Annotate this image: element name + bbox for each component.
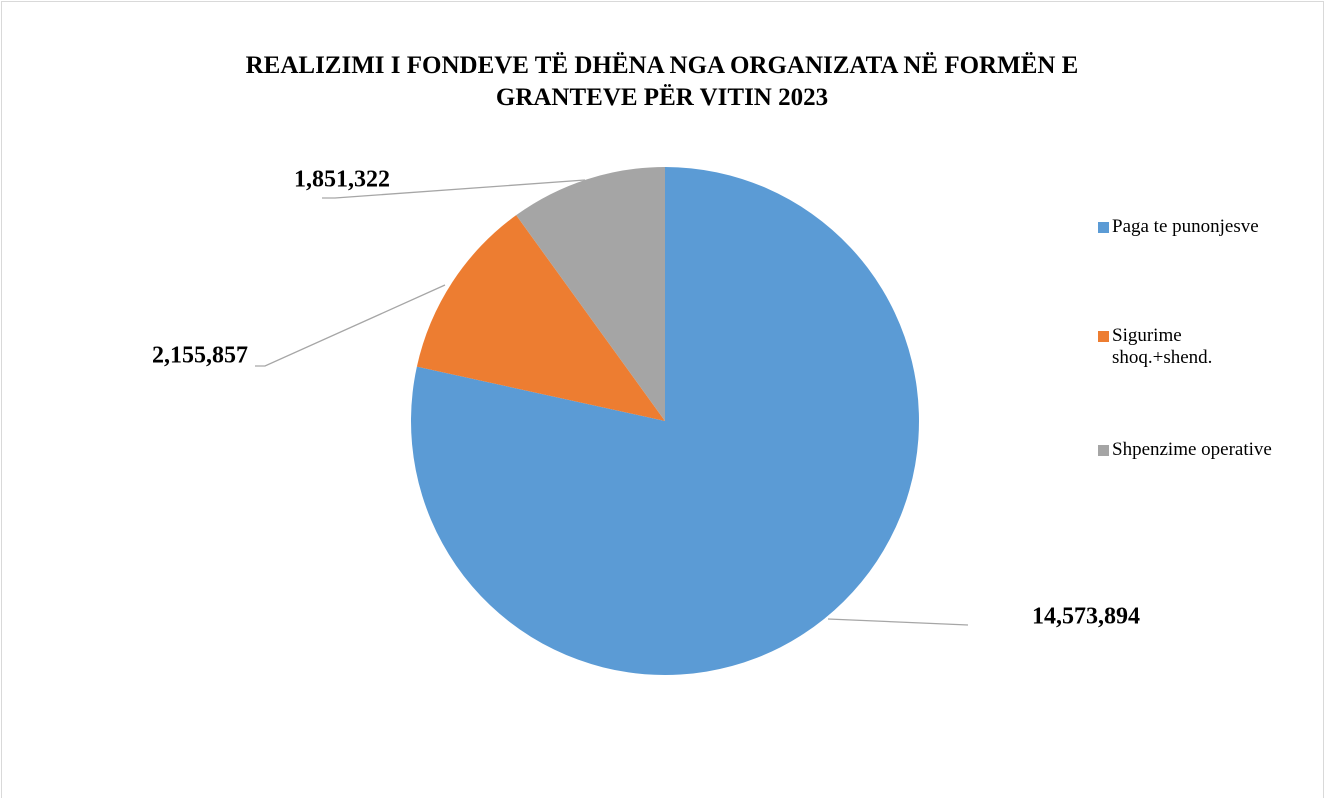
legend-swatch — [1098, 445, 1109, 456]
data-label: 2,155,857 — [152, 343, 248, 369]
pie-slice — [516, 167, 665, 421]
data-label: 14,573,894 — [1032, 604, 1140, 630]
legend-swatch — [1098, 331, 1109, 342]
legend-item: Paga te punonjesve — [1098, 216, 1323, 238]
legend-swatch — [1098, 222, 1109, 233]
legend-item: Shpenzime operative — [1098, 439, 1323, 461]
chart-title: REALIZIMI I FONDEVE TË DHËNA NGA ORGANIZ… — [245, 52, 1079, 111]
legend-label: Shpenzime operative — [1112, 439, 1272, 460]
leader-line — [322, 179, 586, 199]
legend-item: Sigurime shoq.+shend. — [1098, 325, 1323, 369]
leader-line — [255, 284, 446, 367]
pie-slice — [416, 215, 665, 421]
data-label: 1,851,322 — [294, 167, 390, 193]
legend-label: Paga te punonjesve — [1112, 216, 1259, 237]
legend: Paga te punonjesve Sigurime shoq.+shend. S… — [1098, 216, 1323, 548]
pie-slice — [410, 167, 919, 675]
leader-line — [827, 618, 969, 626]
legend-label: Sigurime shoq.+shend. — [1112, 325, 1213, 368]
